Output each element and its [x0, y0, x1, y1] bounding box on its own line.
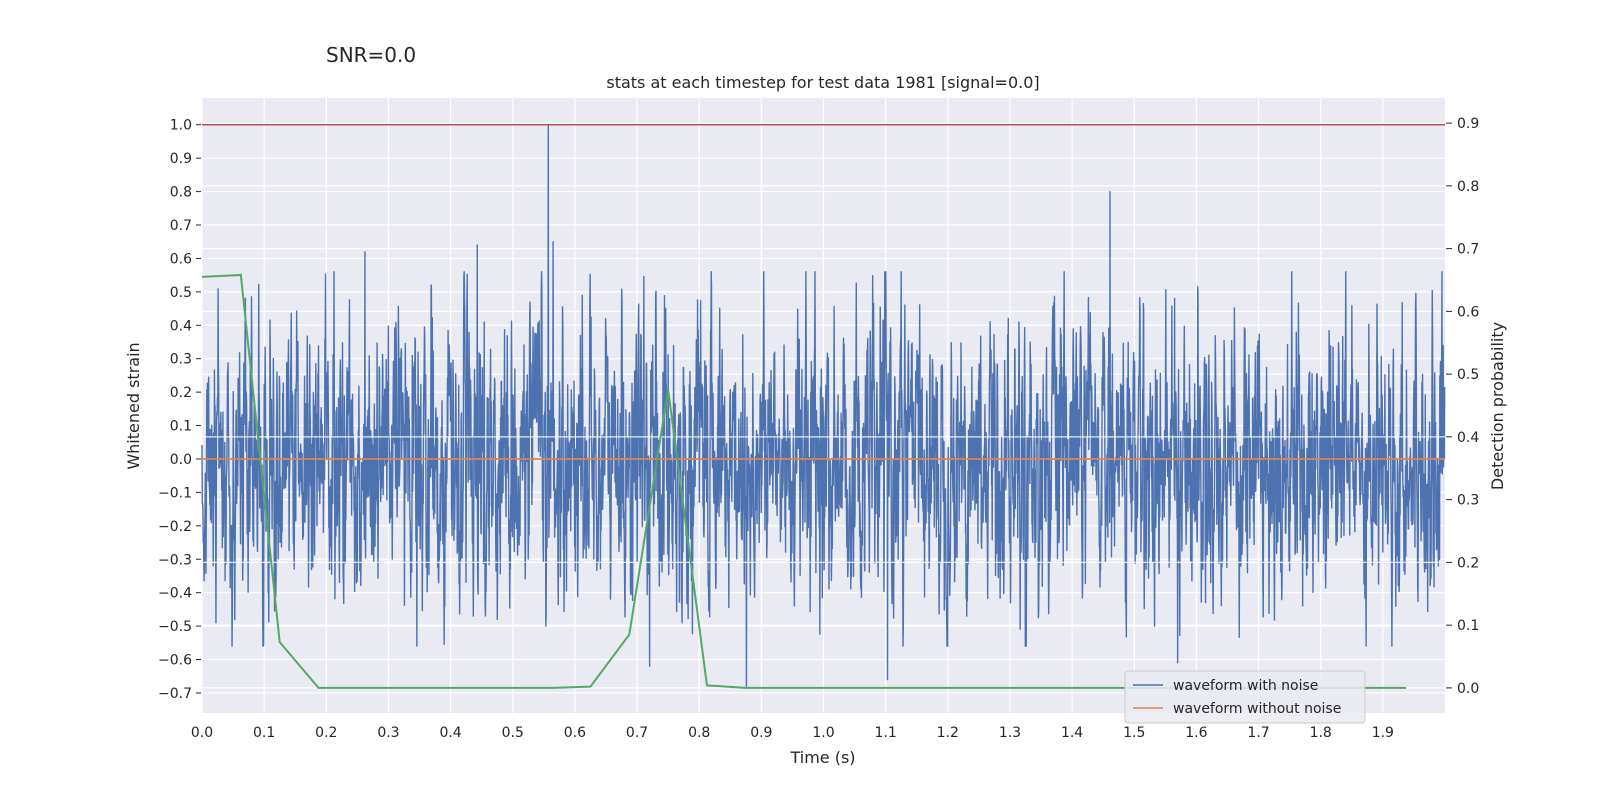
x-tick-label-10: 1.0 [812, 725, 834, 741]
y2-tick-label-3: 0.3 [1457, 493, 1479, 509]
y-tick-label-1: −0.6 [158, 653, 192, 669]
figure-suptitle: SNR=0.0 [326, 43, 416, 67]
y-tick-label-8: 0.1 [170, 419, 192, 435]
chart-title: stats at each timestep for test data 198… [606, 73, 1039, 92]
x-tick-label-0: 0.0 [191, 725, 213, 741]
y-tick-label-0: −0.7 [158, 686, 192, 702]
y-tick-label-3: −0.4 [158, 586, 192, 602]
x-tick-label-9: 0.9 [750, 725, 772, 741]
y2-tick-label-2: 0.2 [1457, 555, 1479, 571]
y-tick-label-10: 0.3 [170, 352, 192, 368]
y2-tick-label-5: 0.5 [1457, 367, 1479, 383]
x-tick-label-4: 0.4 [439, 725, 461, 741]
x-tick-label-17: 1.7 [1247, 725, 1269, 741]
y-tick-label-4: −0.3 [158, 552, 192, 568]
x-tick-label-14: 1.4 [1061, 725, 1083, 741]
y-tick-label-11: 0.4 [170, 318, 192, 334]
x-tick-label-11: 1.1 [875, 725, 897, 741]
y-tick-labels: −0.7 −0.6 −0.5 −0.4 −0.3 −0.2 −0.1 0.0 0.1 0.2 0.3… [158, 118, 201, 702]
y-tick-label-14: 0.7 [170, 218, 192, 234]
legend: waveform with noise waveform without noi… [1124, 670, 1366, 724]
x-tick-label-3: 0.3 [377, 725, 399, 741]
y-tick-label-16: 0.9 [170, 151, 192, 167]
y2-tick-label-9: 0.9 [1457, 116, 1479, 132]
y-tick-label-12: 0.5 [170, 285, 192, 301]
x-tick-labels: 0.0 0.1 0.2 0.3 0.4 0.5 0.6 0.7 0.8 0.9 1.0 1.1 1.2 1… [191, 725, 1394, 741]
y2-tick-label-6: 0.6 [1457, 304, 1479, 320]
x-tick-label-7: 0.7 [626, 725, 648, 741]
y-tick-label-13: 0.6 [170, 251, 192, 267]
x-tick-label-19: 1.9 [1372, 725, 1394, 741]
y2-tick-label-0: 0.0 [1457, 681, 1479, 697]
y-tick-label-2: −0.5 [158, 619, 192, 635]
y-tick-label-5: −0.2 [158, 519, 192, 535]
x-tick-label-16: 1.6 [1185, 725, 1207, 741]
legend-label-clean: waveform without noise [1173, 701, 1341, 717]
y-tick-label-6: −0.1 [158, 485, 192, 501]
x-tick-label-12: 1.2 [937, 725, 959, 741]
x-tick-label-5: 0.5 [502, 725, 524, 741]
y-tick-label-17: 1.0 [170, 118, 192, 134]
x-tick-label-13: 1.3 [999, 725, 1021, 741]
x-tick-label-2: 0.2 [315, 725, 337, 741]
y-tick-label-7: 0.0 [170, 452, 192, 468]
y-axis-label: Whitened strain [124, 342, 143, 469]
y-tick-label-15: 0.8 [170, 185, 192, 201]
y2-tick-label-7: 0.7 [1457, 242, 1479, 258]
x-axis-label: Time (s) [789, 748, 855, 767]
x-tick-label-8: 0.8 [688, 725, 710, 741]
legend-label-noise: waveform with noise [1173, 678, 1318, 694]
series-waveform-with-noise [201, 124, 1446, 687]
y-tick-label-9: 0.2 [170, 385, 192, 401]
y2-tick-label-4: 0.4 [1457, 430, 1479, 446]
noise-series-layer [201, 124, 1446, 687]
y2-tick-label-8: 0.8 [1457, 179, 1479, 195]
x-tick-label-6: 0.6 [564, 725, 586, 741]
x-tick-label-18: 1.8 [1310, 725, 1332, 741]
y2-tick-label-1: 0.1 [1457, 618, 1479, 634]
legend-box [1124, 670, 1366, 724]
y2-tick-labels: 0.0 0.1 0.2 0.3 0.4 0.5 0.6 0.7 0.8 0.9 [1446, 116, 1479, 697]
x-tick-label-15: 1.5 [1123, 725, 1145, 741]
y2-axis-label: Detection probability [1488, 322, 1507, 490]
x-tick-label-1: 0.1 [253, 725, 275, 741]
